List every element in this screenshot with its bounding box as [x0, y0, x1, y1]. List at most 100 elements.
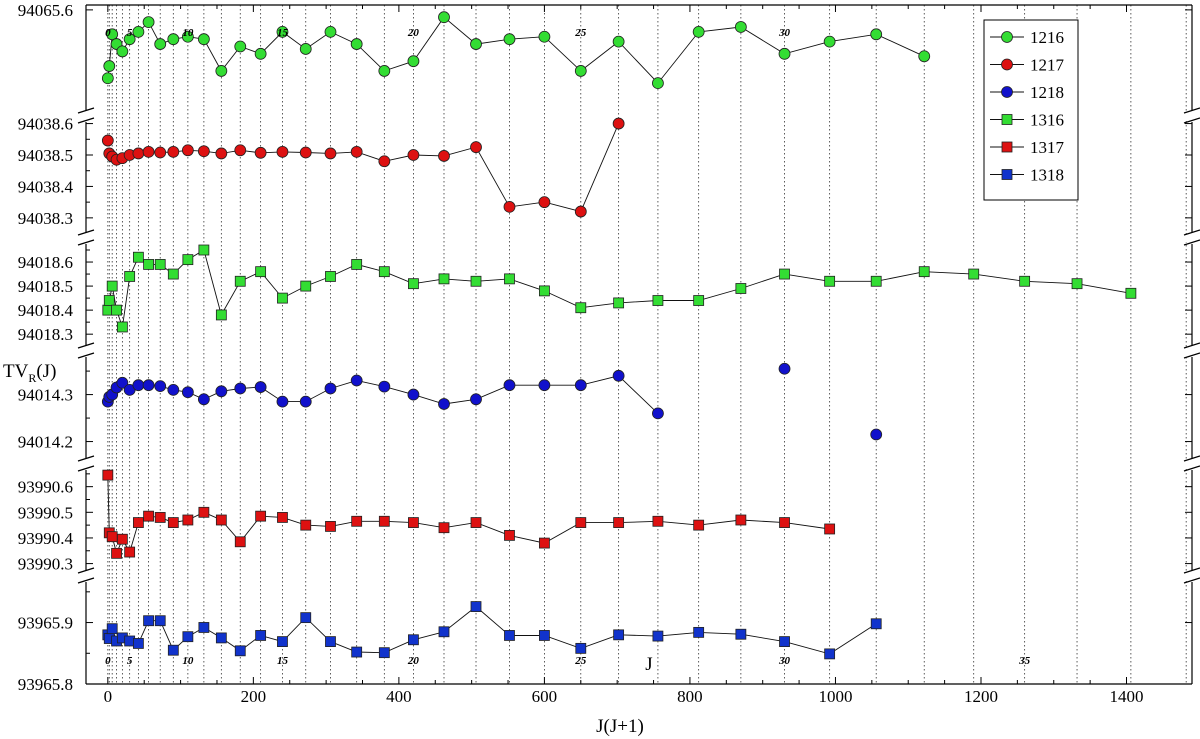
data-point — [197, 33, 210, 46]
data-point — [693, 295, 705, 306]
data-point — [1019, 275, 1031, 287]
data-point — [503, 200, 516, 213]
axis-break-mark — [77, 342, 95, 349]
axis-break-gap — [1184, 572, 1200, 580]
j-label-bottom: 0 — [105, 655, 111, 667]
data-point — [734, 21, 747, 33]
axis-break-gap — [1184, 460, 1200, 468]
data-point — [167, 145, 180, 158]
data-point — [378, 380, 391, 393]
data-point — [438, 398, 450, 410]
axis-break-gap — [78, 460, 94, 468]
data-point — [470, 275, 482, 287]
axis-break-mark — [77, 465, 95, 472]
data-point — [234, 275, 246, 287]
data-point — [470, 393, 482, 406]
data-point — [182, 514, 194, 526]
legend-marker — [1001, 58, 1013, 71]
series-1217 — [101, 117, 625, 218]
y-tick-label: 93965.9 — [18, 614, 73, 633]
data-point — [574, 379, 587, 392]
data-point — [234, 536, 246, 548]
series-line — [107, 606, 877, 655]
j-annotation: J — [645, 654, 652, 675]
data-point — [101, 134, 114, 147]
data-point — [612, 35, 625, 48]
data-point — [116, 321, 128, 333]
data-point — [182, 631, 194, 643]
data-point — [408, 278, 419, 290]
x-tick-label: 400 — [386, 687, 412, 706]
axis-break-gap — [1184, 112, 1200, 120]
data-point — [154, 38, 167, 50]
data-point — [378, 266, 390, 278]
data-point — [215, 309, 227, 321]
data-point — [215, 514, 227, 526]
axis-break-mark — [77, 239, 95, 246]
series-1317 — [102, 469, 836, 559]
data-point — [197, 145, 210, 158]
data-point — [300, 280, 312, 292]
data-point — [438, 150, 450, 162]
j-label-bottom: 15 — [277, 655, 289, 667]
axis-break-mark — [1183, 567, 1200, 574]
data-point — [470, 141, 482, 154]
data-point — [101, 72, 114, 85]
data-point — [870, 428, 883, 441]
j-label-top: 5 — [127, 27, 133, 39]
data-point — [103, 60, 116, 72]
data-point — [408, 517, 419, 528]
data-point — [324, 147, 337, 160]
data-point — [103, 295, 115, 306]
data-point — [693, 519, 705, 531]
data-point — [470, 517, 482, 528]
y-tick-label: 93990.3 — [18, 555, 73, 574]
axis-break-mark — [77, 577, 95, 584]
data-point — [255, 510, 267, 522]
data-point — [538, 379, 551, 392]
data-point — [215, 385, 228, 398]
axis-break-mark — [1183, 107, 1200, 114]
x-tick-label: 200 — [241, 687, 267, 706]
y-tick-label: 94018.4 — [18, 301, 74, 320]
data-point — [132, 517, 144, 528]
axis-break-gap — [1184, 347, 1200, 355]
data-point — [154, 512, 166, 523]
data-point — [612, 369, 625, 382]
data-point — [132, 638, 144, 649]
j-label-bottom: 20 — [407, 655, 420, 667]
data-point — [438, 11, 450, 24]
data-point — [1125, 287, 1137, 299]
data-point — [378, 515, 390, 527]
data-point — [106, 623, 118, 635]
data-point — [299, 43, 312, 55]
data-point — [215, 147, 228, 160]
data-point — [324, 25, 337, 38]
data-point — [870, 275, 882, 287]
data-point — [277, 292, 288, 304]
data-point — [778, 362, 791, 375]
data-point — [408, 634, 419, 646]
legend-box — [983, 19, 1079, 201]
data-point — [574, 65, 587, 77]
data-point — [132, 379, 145, 392]
legend-marker — [1001, 141, 1013, 153]
data-point — [1071, 278, 1083, 290]
j-label-top: 15 — [277, 27, 289, 39]
data-point — [142, 379, 155, 392]
y-axis-label-tail: (J) — [36, 361, 56, 382]
data-point — [779, 636, 790, 648]
data-point — [613, 297, 625, 309]
data-point — [154, 259, 166, 270]
data-point — [102, 469, 114, 481]
data-point — [378, 155, 391, 168]
data-point — [234, 382, 247, 395]
legend-label: 1216 — [1030, 28, 1064, 47]
data-point — [154, 380, 167, 393]
x-axis-label: J(J+1) — [596, 716, 644, 737]
axis-break-mark — [1183, 577, 1200, 584]
data-point — [124, 546, 136, 558]
data-point — [124, 271, 136, 282]
data-point — [470, 601, 482, 612]
data-point — [735, 514, 747, 526]
